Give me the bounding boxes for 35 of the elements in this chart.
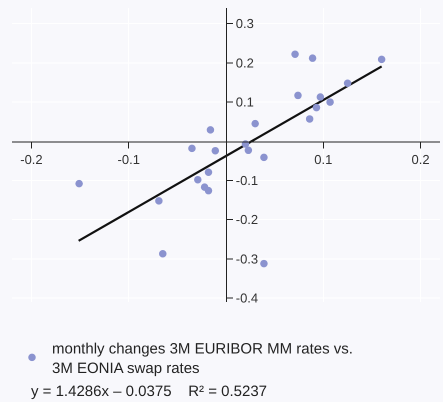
y-tick-label: -0.1: [236, 173, 258, 188]
point: [206, 126, 214, 134]
y-tick-label: 0.3: [236, 16, 254, 32]
x-tick-label: 0.1: [314, 152, 332, 168]
x-tick-label: 0.2: [412, 152, 430, 168]
y-tick-label: 0.2: [236, 55, 254, 70]
x-tick-label: -0.1: [118, 152, 140, 168]
point: [204, 186, 212, 194]
point: [308, 54, 316, 62]
point: [344, 80, 352, 88]
point: [306, 115, 314, 123]
y-tick-label: -0.2: [236, 212, 258, 228]
point: [291, 50, 299, 58]
point: [294, 92, 302, 100]
point: [75, 180, 83, 188]
point: [316, 93, 324, 101]
point: [159, 250, 167, 258]
point: [326, 98, 334, 106]
y-tick-label: -0.3: [236, 251, 258, 266]
point: [251, 120, 259, 128]
point: [194, 176, 202, 184]
point: [260, 154, 268, 162]
point: [378, 56, 386, 64]
y-tick-label: -0.4: [236, 290, 258, 306]
x-tick-label: -0.2: [20, 152, 43, 168]
point: [212, 146, 220, 154]
point: [260, 260, 268, 268]
y-tick-label: 0.1: [236, 94, 254, 110]
point: [155, 197, 163, 205]
point: [188, 144, 196, 152]
legend-label: monthly changes 3M EURIBOR MM rates vs. 3M EONIA swap rates: [52, 340, 353, 377]
point: [204, 168, 212, 176]
point: [312, 104, 320, 112]
text: y = 1.4286x – 0.0375 R² = 0.5237: [31, 383, 268, 400]
point: [244, 146, 252, 154]
